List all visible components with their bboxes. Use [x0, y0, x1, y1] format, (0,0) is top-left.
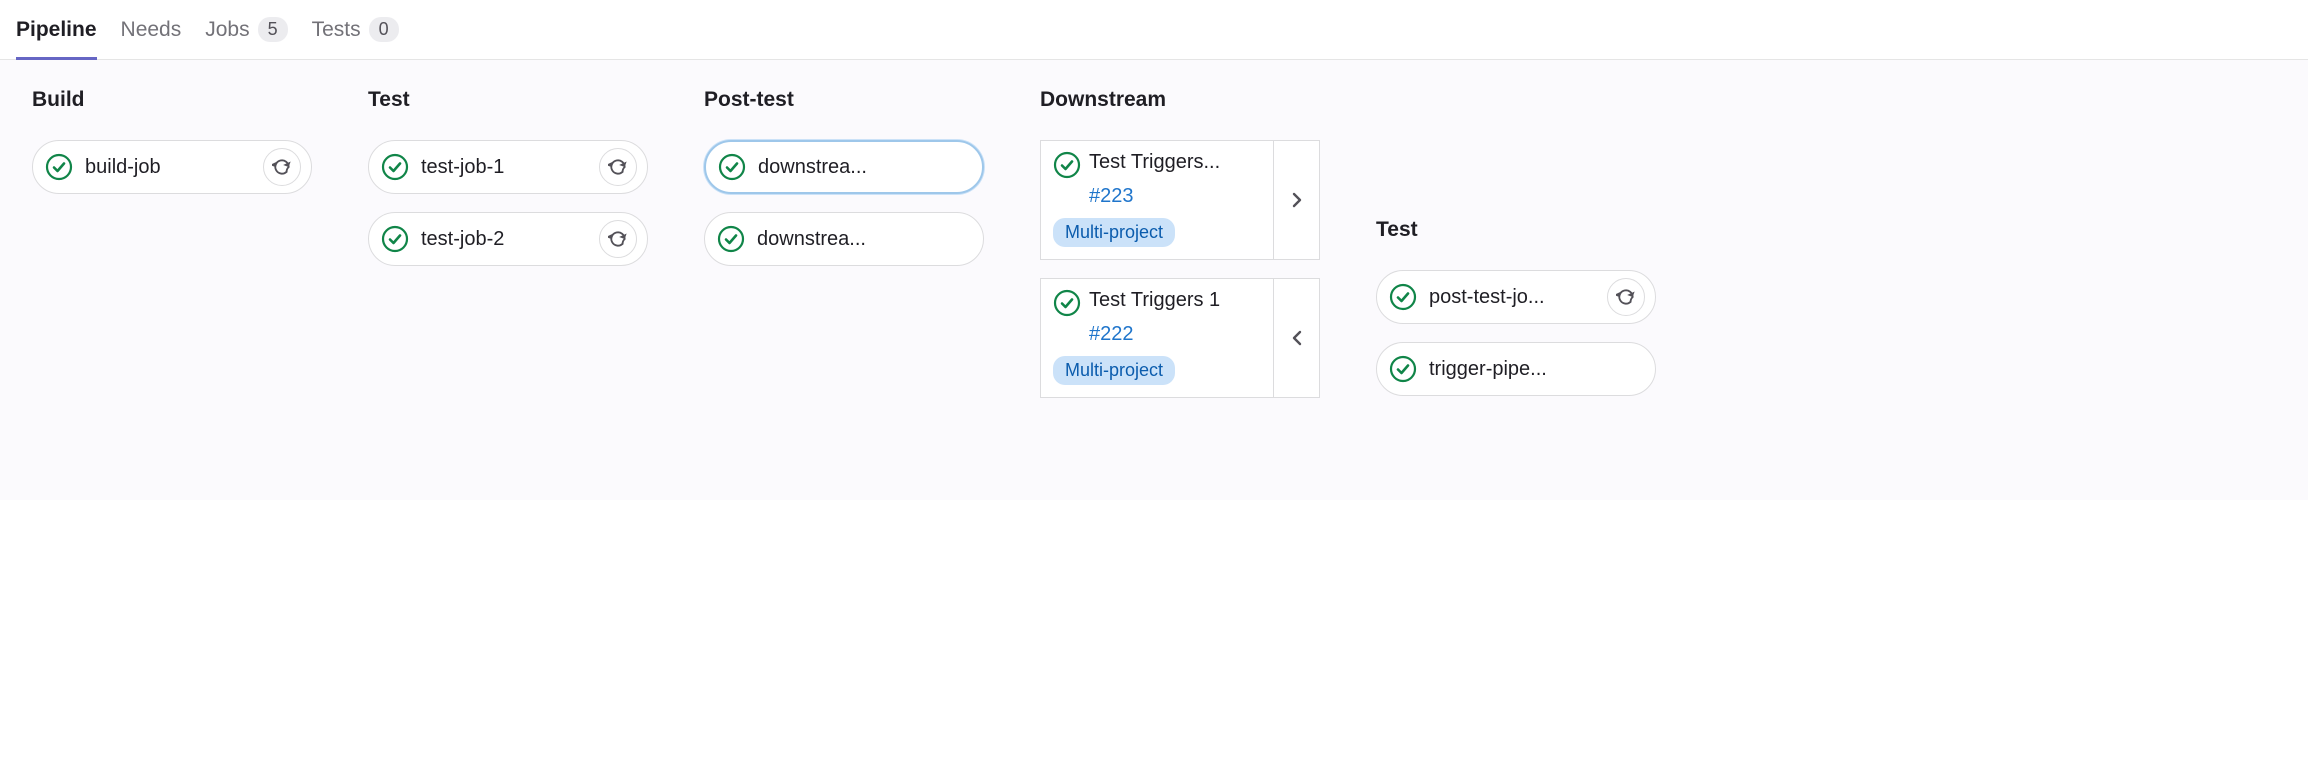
retry-icon	[608, 229, 628, 249]
job-name: build-job	[85, 156, 251, 179]
tab-count-badge: 5	[258, 17, 288, 42]
tab-jobs[interactable]: Jobs 5	[205, 0, 287, 59]
success-icon	[1389, 355, 1417, 383]
retry-icon	[608, 157, 628, 177]
tab-tests[interactable]: Tests 0	[312, 0, 399, 59]
success-icon	[1053, 289, 1081, 317]
retry-icon	[1616, 287, 1636, 307]
success-icon	[717, 225, 745, 253]
success-icon	[381, 153, 409, 181]
downstream-title: Test Triggers...	[1089, 151, 1220, 174]
tab-label: Pipeline	[16, 18, 97, 42]
job-name: post-test-jo...	[1429, 286, 1595, 309]
downstream-main: Test Triggers... #223 Multi-project	[1041, 141, 1273, 259]
success-icon	[1053, 151, 1081, 179]
retry-button[interactable]	[599, 148, 637, 186]
multi-project-badge: Multi-project	[1053, 218, 1175, 247]
job-name: test-job-2	[421, 228, 587, 251]
downstream-link[interactable]: #222	[1089, 323, 1261, 346]
job-name: downstrea...	[757, 228, 973, 251]
pipeline-graph: Build build-job Test test-job-1 test-job…	[0, 60, 2308, 500]
success-icon	[381, 225, 409, 253]
expand-button[interactable]	[1273, 141, 1319, 259]
multi-project-badge: Multi-project	[1053, 356, 1175, 385]
job-pill[interactable]: post-test-jo...	[1376, 270, 1656, 324]
tab-label: Jobs	[205, 18, 249, 42]
chevron-right-icon	[1289, 192, 1305, 208]
retry-button[interactable]	[263, 148, 301, 186]
tab-pipeline[interactable]: Pipeline	[16, 0, 97, 59]
downstream-title: Test Triggers 1	[1089, 289, 1220, 312]
tab-label: Tests	[312, 18, 361, 42]
downstream-card[interactable]: Test Triggers... #223 Multi-project	[1040, 140, 1320, 260]
success-icon	[718, 153, 746, 181]
downstream-link[interactable]: #223	[1089, 185, 1261, 208]
downstream-card[interactable]: Test Triggers 1 #222 Multi-project	[1040, 278, 1320, 398]
stage-title: Test	[368, 88, 648, 112]
job-name: downstrea...	[758, 156, 972, 179]
stage-build: Build build-job	[32, 88, 312, 194]
stage-downstream-test: Test post-test-jo... trigger-pipe...	[1376, 218, 1656, 396]
tab-count-badge: 0	[369, 17, 399, 42]
success-icon	[1389, 283, 1417, 311]
retry-button[interactable]	[1607, 278, 1645, 316]
job-pill[interactable]: build-job	[32, 140, 312, 194]
retry-button[interactable]	[599, 220, 637, 258]
stage-title: Test	[1376, 218, 1656, 242]
job-pill[interactable]: test-job-2	[368, 212, 648, 266]
stage-title: Build	[32, 88, 312, 112]
stage-downstream: Downstream Test Triggers... #223 Multi-p…	[1040, 88, 1320, 398]
job-name: trigger-pipe...	[1429, 358, 1645, 381]
tabs-bar: Pipeline Needs Jobs 5 Tests 0	[0, 0, 2308, 60]
job-pill[interactable]: trigger-pipe...	[1376, 342, 1656, 396]
downstream-main: Test Triggers 1 #222 Multi-project	[1041, 279, 1273, 397]
stage-title: Post-test	[704, 88, 984, 112]
success-icon	[45, 153, 73, 181]
chevron-left-icon	[1289, 330, 1305, 346]
job-name: test-job-1	[421, 156, 587, 179]
job-pill[interactable]: test-job-1	[368, 140, 648, 194]
retry-icon	[272, 157, 292, 177]
stage-post-test: Post-test downstrea... downstrea...	[704, 88, 984, 266]
job-pill[interactable]: downstrea...	[704, 212, 984, 266]
stage-test: Test test-job-1 test-job-2	[368, 88, 648, 266]
stage-title: Downstream	[1040, 88, 1320, 112]
job-pill[interactable]: downstrea...	[704, 140, 984, 194]
tab-label: Needs	[121, 18, 182, 42]
collapse-button[interactable]	[1273, 279, 1319, 397]
tab-needs[interactable]: Needs	[121, 0, 182, 59]
